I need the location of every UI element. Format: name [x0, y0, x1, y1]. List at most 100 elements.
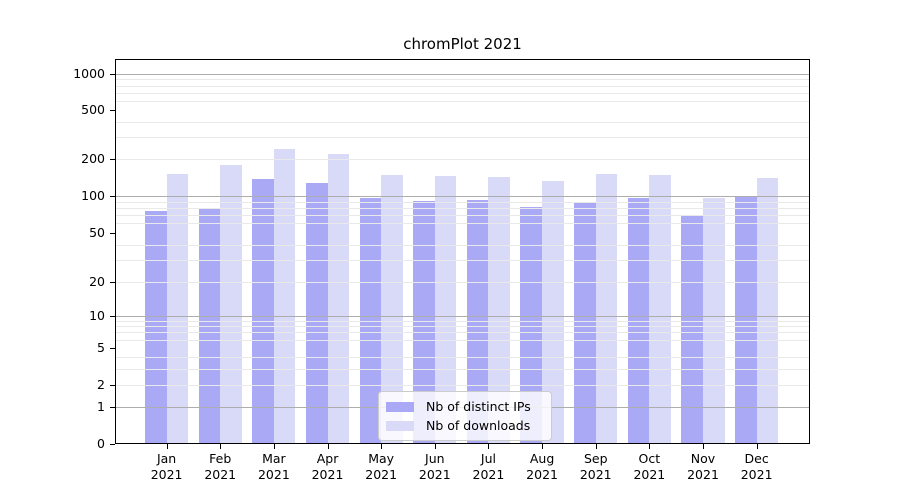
x-axis-tick: [434, 444, 436, 449]
grid-line-minor: [116, 260, 809, 262]
grid-line-minor: [116, 79, 809, 81]
grid-line-minor: [116, 215, 809, 217]
bar-distinct-ips: [305, 182, 328, 444]
bar-downloads: [220, 164, 242, 444]
bar-distinct-ips: [198, 208, 221, 444]
x-axis-tick-label: Nov 2021: [687, 451, 719, 482]
bar-downloads: [434, 176, 457, 444]
x-axis-tick: [703, 444, 704, 449]
legend-label: Nb of distinct IPs: [426, 399, 531, 414]
y-axis-tick-label: 5: [97, 340, 105, 355]
legend-swatch-downloads: [386, 420, 414, 431]
grid-line-minor: [116, 320, 809, 322]
y-axis-tick: [110, 443, 115, 445]
bar-distinct-ips: [252, 178, 274, 444]
y-axis-tick: [110, 385, 115, 386]
bar-distinct-ips: [574, 202, 596, 444]
y-axis-tick: [110, 316, 115, 317]
bar-distinct-ips: [627, 197, 650, 444]
y-axis-tick-label: 2: [97, 377, 105, 392]
bar-distinct-ips: [145, 211, 167, 444]
y-axis-tick: [110, 196, 115, 197]
x-axis-tick: [327, 444, 329, 449]
bar-downloads: [488, 177, 511, 444]
y-axis-tick-label: 1000: [73, 66, 105, 81]
grid-line-minor: [116, 159, 809, 160]
bar-downloads: [595, 174, 618, 444]
grid-line-major: [116, 74, 809, 75]
bar-downloads: [649, 174, 671, 444]
plot-area: 0 1 2 5 10 20 50 100 200 500 1000 Jan 2021 Feb 2021 M…: [73, 59, 810, 482]
bar-distinct-ips: [681, 215, 703, 444]
bar-distinct-ips: [413, 201, 435, 444]
grid-line-minor: [116, 223, 809, 225]
grid-line-minor: [116, 326, 809, 328]
y-axis-tick: [110, 74, 115, 75]
x-axis-tick-label: Sep 2021: [579, 451, 612, 482]
bar-distinct-ips: [520, 207, 543, 444]
x-axis-tick: [220, 444, 222, 449]
y-axis-tick-label: 200: [81, 151, 105, 166]
bar-downloads: [327, 153, 350, 444]
x-axis-tick-label: Oct 2021: [633, 451, 666, 482]
y-axis-tick: [110, 110, 115, 111]
grid-line-minor: [116, 339, 809, 341]
y-axis-tick-label: 0: [97, 435, 105, 451]
x-axis-tick: [649, 444, 651, 449]
chart-title: chromPlot 2021: [403, 35, 522, 53]
x-axis-tick-label: Jan 2021: [150, 451, 183, 482]
grid-line-minor: [116, 85, 809, 87]
bar-downloads: [166, 174, 189, 444]
x-axis-tick-label: Feb 2021: [204, 451, 237, 482]
x-axis-tick: [595, 444, 597, 449]
bar-downloads: [381, 175, 403, 444]
legend: Nb of distinct IPs Nb of downloads: [378, 391, 552, 441]
y-axis-tick: [110, 282, 115, 283]
x-axis-tick-label: Dec 2021: [740, 451, 773, 482]
x-axis-tick-label: Jul 2021: [472, 451, 505, 482]
y-axis-tick: [110, 159, 115, 160]
grid-line-minor: [116, 282, 809, 283]
bar-downloads: [273, 148, 296, 444]
grid-line-minor: [116, 121, 809, 123]
y-axis-tick-label: 10: [89, 308, 105, 323]
bar-downloads: [756, 178, 779, 444]
bar-distinct-ips: [359, 198, 382, 444]
y-axis-tick-label: 100: [81, 188, 105, 203]
bar-distinct-ips: [735, 196, 757, 444]
y-axis-tick: [110, 233, 115, 234]
legend-swatch-distinct-ips: [386, 401, 414, 412]
legend-label: Nb of downloads: [426, 418, 531, 433]
y-axis-tick-label: 1: [97, 399, 105, 414]
y-axis-tick-label: 500: [81, 102, 105, 117]
grid-line-major: [116, 196, 809, 197]
x-axis-tick-label: Apr 2021: [311, 451, 344, 482]
y-axis-tick-label: 20: [89, 274, 105, 289]
grid-line-minor: [116, 92, 809, 94]
x-axis-tick-label: May 2021: [365, 451, 398, 482]
x-axis-tick: [166, 444, 168, 449]
bar-downloads: [703, 197, 725, 444]
x-axis-tick: [381, 444, 383, 449]
x-axis-tick-label: Mar 2021: [257, 451, 290, 482]
grid-line-minor: [116, 385, 809, 386]
x-axis-tick: [273, 444, 275, 449]
grid-line-minor: [116, 100, 809, 102]
x-axis-tick-label: Jun 2021: [418, 451, 451, 482]
y-axis-tick-label: 50: [89, 225, 105, 240]
grid-line-minor: [116, 368, 809, 370]
legend-item: Nb of downloads: [386, 416, 544, 435]
x-axis-tick-label: Aug 2021: [526, 451, 558, 482]
legend-item: Nb of distinct IPs: [386, 397, 544, 416]
grid-line-minor: [116, 207, 809, 209]
x-axis-tick: [542, 444, 544, 449]
bar-downloads: [542, 180, 564, 444]
grid-line-minor: [116, 332, 809, 334]
grid-line-minor: [116, 137, 809, 139]
grid-line-major: [116, 316, 809, 317]
x-axis-tick: [756, 444, 758, 449]
grid-line-minor: [116, 357, 809, 358]
y-axis-tick: [110, 407, 115, 408]
grid-line-minor: [116, 201, 809, 203]
